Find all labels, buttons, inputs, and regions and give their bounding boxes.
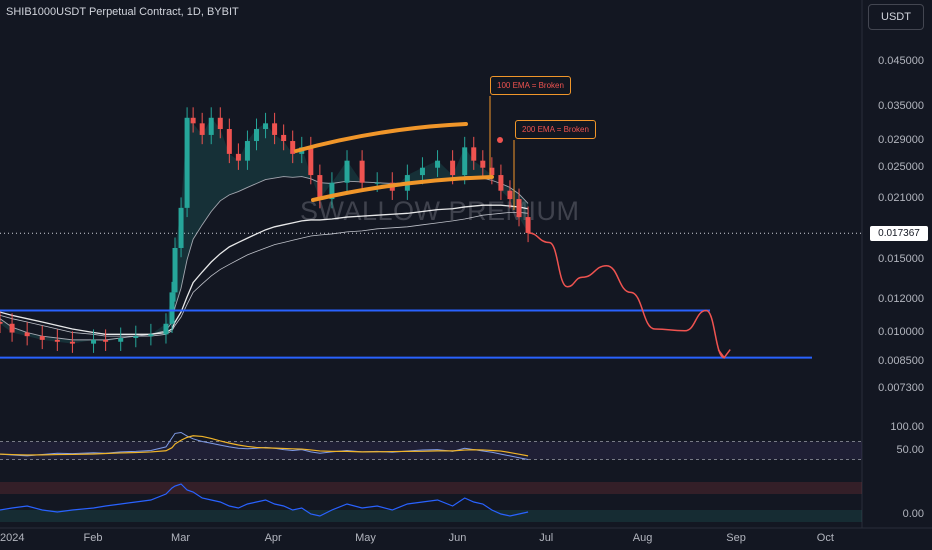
time-tick-2: Mar	[171, 532, 190, 544]
price-tick-2: 0.029000	[878, 134, 924, 147]
candle-body	[317, 175, 323, 200]
annotation-marker	[497, 137, 503, 143]
ema-cloud-fill	[0, 117, 529, 344]
channel-upper-line	[294, 122, 468, 153]
candle-body	[525, 217, 531, 233]
candle-body	[308, 147, 314, 176]
candle-body	[244, 141, 250, 161]
candle-body	[39, 336, 45, 340]
time-tick-1: Feb	[83, 532, 103, 544]
candle-body	[0, 321, 3, 324]
candle-body	[462, 147, 468, 176]
candle-body	[281, 134, 287, 142]
time-tick-3: Apr	[264, 532, 282, 544]
candle-body	[91, 339, 97, 344]
candle-body	[163, 323, 169, 335]
osc-upper-zone	[0, 482, 862, 494]
price-tick-0: 0.045000	[878, 55, 924, 67]
price-tick-7: 0.012000	[878, 292, 924, 305]
candle-body	[208, 117, 214, 135]
time-tick-9: Oct	[816, 532, 834, 544]
price-tick-3: 0.025000	[878, 160, 924, 173]
candle-body	[199, 123, 205, 135]
watermark: SWALLOW PREMIUM	[300, 196, 580, 226]
candle-body	[190, 117, 196, 124]
candle-body	[344, 160, 350, 183]
time-tick-0: 2024	[0, 532, 25, 544]
candle-body	[24, 332, 30, 337]
candle-body	[9, 323, 15, 333]
currency-button[interactable]: USDT	[868, 4, 924, 30]
price-tick-10: 0.007300	[878, 382, 924, 395]
candle-body	[290, 141, 296, 154]
candle-body	[359, 160, 365, 183]
time-tick-8: Sep	[726, 532, 746, 544]
projection-path	[528, 232, 725, 359]
price-tick-9: 0.008500	[878, 354, 924, 367]
candle-body	[226, 129, 232, 154]
candle-body	[419, 167, 425, 176]
candle-body	[235, 153, 241, 161]
price-tick-4: 0.021000	[878, 192, 924, 205]
price-tick-6: 0.015000	[878, 252, 924, 265]
osc-lower-zone	[0, 510, 862, 522]
rsi-tick-50: 50.00	[896, 443, 924, 456]
rsi-ma-line	[0, 435, 529, 457]
candle-body	[133, 336, 139, 338]
ema100-annotation: 100 EMA = Broken	[490, 76, 571, 95]
ema300-line	[0, 212, 529, 337]
last-price-label: 0.017367	[870, 226, 928, 242]
candle-body	[169, 292, 175, 324]
candle-body	[450, 160, 456, 176]
rsi-tick-100: 100.00	[890, 421, 924, 433]
candle-body	[272, 123, 278, 135]
candle-body	[480, 160, 486, 168]
candle-body	[118, 337, 124, 342]
price-tick-8: 0.010000	[878, 325, 924, 338]
candle-body	[498, 175, 504, 191]
candle-body	[253, 129, 259, 142]
candle-body	[184, 117, 190, 208]
candle-body	[471, 147, 477, 161]
projection-arrowhead	[717, 349, 731, 359]
price-tick-1: 0.035000	[878, 100, 924, 113]
candle-body	[178, 207, 184, 248]
ema100-line	[0, 176, 529, 341]
candle-body	[103, 339, 109, 342]
candle-body	[507, 190, 513, 200]
oscillator-line	[0, 483, 529, 517]
candle-body	[148, 334, 154, 337]
time-tick-6: Jul	[539, 532, 554, 544]
osc-tick-0: 0.00	[902, 508, 924, 520]
time-tick-4: May	[355, 532, 376, 544]
candle-body	[435, 160, 441, 168]
ema200-annotation: 200 EMA = Broken	[515, 120, 596, 139]
candle-body	[489, 167, 495, 176]
ema200-line	[0, 204, 529, 335]
channel-lower-line	[311, 175, 494, 202]
candle-body	[69, 341, 75, 344]
candle-body	[329, 182, 335, 200]
candle-body	[374, 182, 380, 184]
candle-body	[263, 123, 269, 130]
candle-body	[172, 247, 178, 293]
candle-body	[54, 339, 60, 342]
candle-body	[217, 117, 223, 130]
time-tick-5: Jun	[448, 532, 467, 544]
candle-body	[516, 199, 522, 218]
chart-title: SHIB1000USDT Perpetual Contract, 1D, BYB…	[6, 6, 239, 18]
time-tick-7: Aug	[632, 532, 653, 544]
